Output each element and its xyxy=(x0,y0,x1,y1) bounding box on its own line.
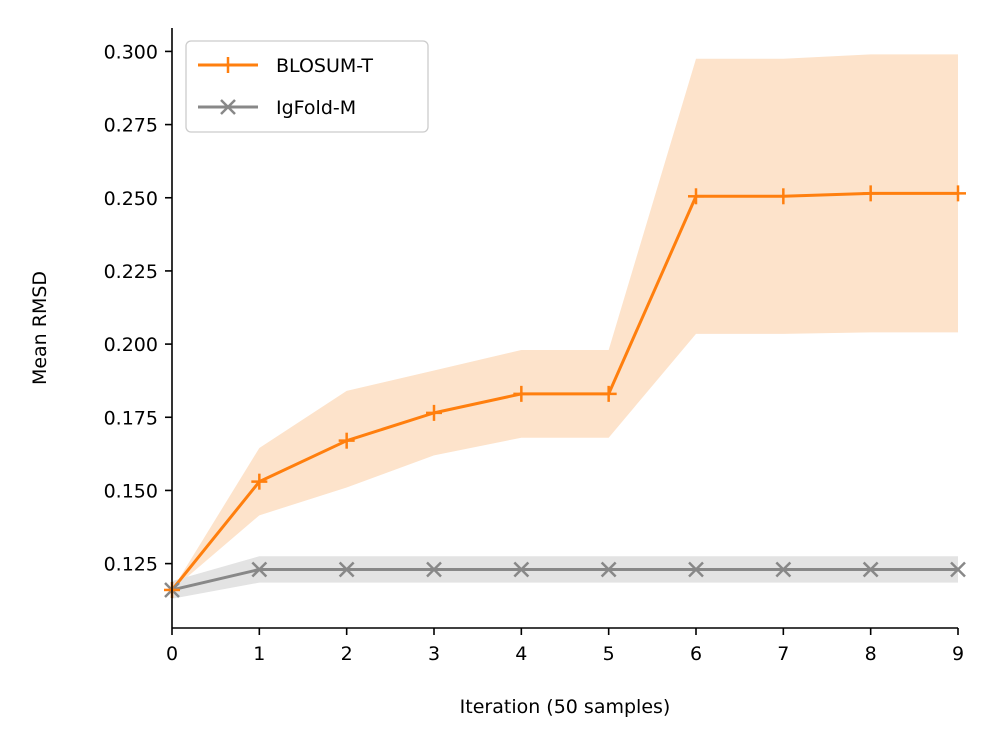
data-point-igfold-m-2 xyxy=(338,561,355,578)
data-point-blosum-t-5 xyxy=(600,385,617,402)
data-point-igfold-m-8 xyxy=(862,561,879,578)
data-point-blosum-t-9 xyxy=(950,185,966,202)
series-line-blosum-t xyxy=(170,191,958,591)
data-point-igfold-m-4 xyxy=(513,561,530,578)
legend-label-blosum-t: BLOSUM-T xyxy=(276,55,373,77)
marker-stroke xyxy=(426,561,442,578)
marker-stroke xyxy=(600,561,617,578)
marker-stroke xyxy=(251,561,268,578)
y-axis-label: Mean RMSD xyxy=(29,271,51,385)
legend-label-igfold-m: IgFold-M xyxy=(276,97,356,119)
data-point-blosum-t-6 xyxy=(688,188,704,205)
legend-entry-blosum-t: BLOSUM-T xyxy=(198,55,373,77)
data-point-igfold-m-1 xyxy=(251,561,268,578)
band-blosum-t xyxy=(172,54,958,590)
legend-entry-igfold-m: IgFold-M xyxy=(198,97,356,119)
band-igfold-m xyxy=(172,556,958,599)
data-point-blosum-t-3 xyxy=(426,404,442,421)
y-tick-label-7: 0.300 xyxy=(104,41,158,63)
x-tick-label-1: 1 xyxy=(253,643,265,665)
y-tick-label-1: 0.150 xyxy=(104,480,158,502)
y-tick-label-5: 0.250 xyxy=(104,188,158,210)
data-point-igfold-m-3 xyxy=(426,561,442,578)
legend-marker xyxy=(220,99,236,115)
series-markers xyxy=(164,185,966,598)
x-tick-label-3: 3 xyxy=(428,643,440,665)
series-lines xyxy=(170,191,958,592)
x-tick-label-8: 8 xyxy=(865,643,877,665)
y-tick-label-0: 0.125 xyxy=(104,554,158,576)
axes: 0 1 2 3 4 5 6 7 8 9 0.125 0.150 0.175 0.200 0.225 0.250… xyxy=(104,28,964,665)
data-point-blosum-t-8 xyxy=(862,185,879,202)
confidence-bands xyxy=(172,54,958,599)
marker-stroke xyxy=(513,561,530,578)
data-point-blosum-t-7 xyxy=(775,188,792,205)
y-tick-label-6: 0.275 xyxy=(104,115,158,137)
marker-stroke xyxy=(688,561,704,578)
x-tick-label-0: 0 xyxy=(166,643,178,665)
x-tick-label-6: 6 xyxy=(690,643,702,665)
marker-stroke xyxy=(775,561,792,578)
x-tick-label-4: 4 xyxy=(515,643,527,665)
y-tick-label-3: 0.200 xyxy=(104,334,158,356)
y-tick-label-4: 0.225 xyxy=(104,261,158,283)
data-point-igfold-m-7 xyxy=(775,561,792,578)
marker-stroke xyxy=(950,561,966,578)
x-axis-label: Iteration (50 samples) xyxy=(460,696,671,718)
marker-stroke xyxy=(862,561,879,578)
x-tick-label-5: 5 xyxy=(603,643,615,665)
x-tick-label-2: 2 xyxy=(341,643,353,665)
series-line-igfold-m xyxy=(171,567,958,592)
data-point-blosum-t-1 xyxy=(251,473,268,490)
data-point-igfold-m-5 xyxy=(600,561,617,578)
x-tick-label-9: 9 xyxy=(952,643,964,665)
marker-stroke xyxy=(338,561,355,578)
data-point-blosum-t-2 xyxy=(338,432,355,449)
data-point-blosum-t-4 xyxy=(513,385,530,402)
data-point-igfold-m-9 xyxy=(950,561,966,578)
x-tick-label-7: 7 xyxy=(777,643,789,665)
data-point-igfold-m-6 xyxy=(688,561,704,578)
y-tick-label-2: 0.175 xyxy=(104,407,158,429)
legend: BLOSUM-T IgFold-M xyxy=(185,40,429,133)
